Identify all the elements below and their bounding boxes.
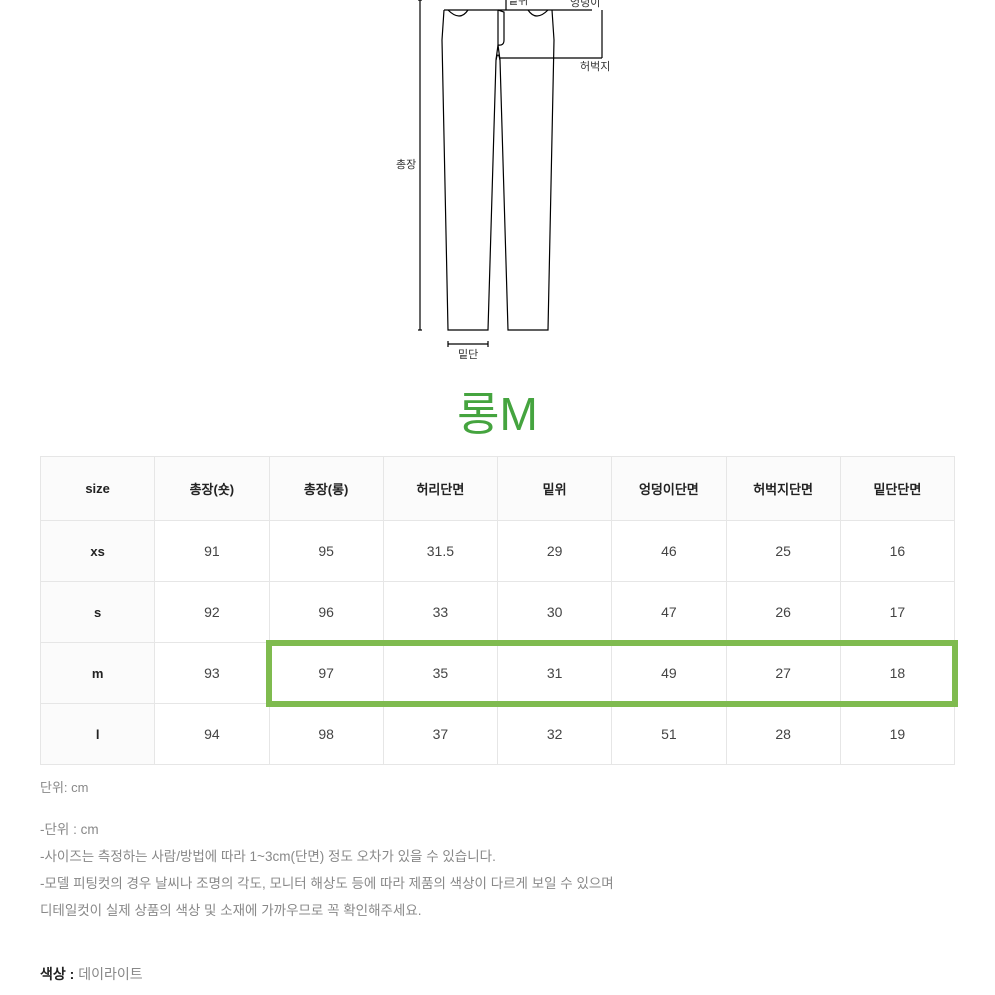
col-waist: 허리단면 [383,457,497,521]
table-cell: xs [41,521,155,582]
table-cell: 47 [612,582,726,643]
col-rise: 밑위 [498,457,612,521]
table-cell: 51 [612,704,726,765]
table-cell: 92 [155,582,269,643]
col-short: 총장(숏) [155,457,269,521]
table-cell: 94 [155,704,269,765]
table-cell: 35 [383,643,497,704]
note-line: -단위 : cm [40,816,955,843]
diagram-label-hem: 밑단 [458,348,478,361]
table-cell: 95 [269,521,383,582]
table-header-row: size 총장(숏) 총장(롱) 허리단면 밑위 엉덩이단면 허벅지단면 밑단단… [41,457,955,521]
table-cell: 31.5 [383,521,497,582]
table-row: m93973531492718 [41,643,955,704]
table-cell: 32 [498,704,612,765]
note-line: -모델 피팅컷의 경우 날씨나 조명의 각도, 모니터 해상도 등에 따라 제품… [40,870,955,897]
table-cell: 29 [498,521,612,582]
table-cell: 37 [383,704,497,765]
color-key: 색상 [40,966,66,982]
table-cell: 26 [726,582,840,643]
table-cell: 33 [383,582,497,643]
notes: -단위 : cm -사이즈는 측정하는 사람/방법에 따라 1~3cm(단면) … [0,796,995,924]
unit-text: 단위: cm [0,765,995,796]
note-line: -사이즈는 측정하는 사람/방법에 따라 1~3cm(단면) 정도 오차가 있을… [40,843,955,870]
col-hip: 엉덩이단면 [612,457,726,521]
table-cell: 97 [269,643,383,704]
diagram-label-rise: 밑위 [508,0,528,7]
table-cell: 31 [498,643,612,704]
note-line: 디테일컷이 실제 상품의 색상 및 소재에 가까우므로 꼭 확인해주세요. [40,897,955,924]
diagram-label-thigh: 허벅지 [580,60,610,73]
table-cell: s [41,582,155,643]
table-cell: 30 [498,582,612,643]
table-row: s92963330472617 [41,582,955,643]
table-row: l94983732512819 [41,704,955,765]
table-cell: 17 [840,582,954,643]
table-cell: 49 [612,643,726,704]
diagram-label-hip: 엉덩이 [570,0,600,9]
color-value: 데이라이트 [78,966,142,982]
size-table-container: size 총장(숏) 총장(롱) 허리단면 밑위 엉덩이단면 허벅지단면 밑단단… [40,456,955,765]
table-cell: m [41,643,155,704]
size-title: 롱M [0,378,995,444]
color-sep: : [66,966,78,982]
col-long: 총장(롱) [269,457,383,521]
table-cell: 18 [840,643,954,704]
table-cell: 19 [840,704,954,765]
table-cell: 91 [155,521,269,582]
color-section: 색상 : 데이라이트 [0,924,995,984]
pants-svg: 밑위 엉덩이 허벅지 총장 밑단 [348,0,648,370]
table-cell: 96 [269,582,383,643]
size-table: size 총장(숏) 총장(롱) 허리단면 밑위 엉덩이단면 허벅지단면 밑단단… [40,456,955,765]
table-cell: 27 [726,643,840,704]
table-cell: 28 [726,704,840,765]
table-cell: 93 [155,643,269,704]
pants-diagram: 밑위 엉덩이 허벅지 총장 밑단 [0,0,995,370]
col-thigh: 허벅지단면 [726,457,840,521]
table-cell: 98 [269,704,383,765]
table-cell: l [41,704,155,765]
col-hem: 밑단단면 [840,457,954,521]
table-cell: 25 [726,521,840,582]
table-cell: 16 [840,521,954,582]
table-row: xs919531.529462516 [41,521,955,582]
col-size: size [41,457,155,521]
diagram-label-length: 총장 [396,158,416,171]
table-cell: 46 [612,521,726,582]
